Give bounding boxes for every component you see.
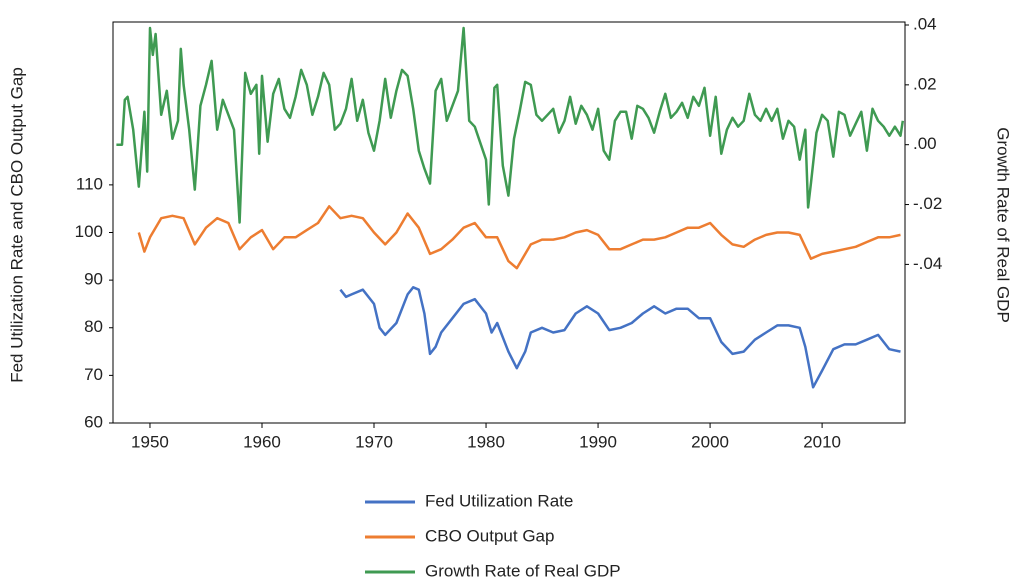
x-tick-label: 1960 [243, 432, 281, 451]
series-line [137, 205, 901, 270]
y2-axis-title: Growth Rate of Real GDP [994, 127, 1013, 323]
legend-label: CBO Output Gap [425, 526, 554, 545]
x-tick-label: 2010 [803, 432, 841, 451]
y-tick-label: 100 [75, 222, 103, 241]
series-line [116, 26, 905, 224]
x-tick-label: 1970 [355, 432, 393, 451]
plot-frame [112, 21, 906, 424]
x-tick-label: 1980 [467, 432, 505, 451]
y-tick-label: 70 [84, 365, 103, 384]
y-tick-label: 110 [76, 174, 103, 193]
y2-tick-label: .04 [913, 14, 937, 33]
y-tick-label: 80 [84, 317, 103, 336]
legend-label: Fed Utilization Rate [425, 491, 573, 510]
y2-tick-label: .00 [913, 134, 937, 153]
legend-label: Growth Rate of Real GDP [425, 561, 621, 578]
series-line [339, 286, 901, 389]
x-tick-label: 1990 [579, 432, 617, 451]
x-tick-label: 2000 [691, 432, 729, 451]
x-tick-label: 1950 [131, 432, 169, 451]
y-tick-label: 90 [84, 270, 103, 289]
y-axis-title: Fed Utilization Rate and CBO Output Gap [7, 67, 26, 383]
y2-tick-label: -.04 [913, 254, 942, 273]
y-tick-label: 60 [84, 412, 103, 431]
y2-tick-label: .02 [913, 74, 937, 93]
y2-tick-label: -.02 [913, 194, 942, 213]
